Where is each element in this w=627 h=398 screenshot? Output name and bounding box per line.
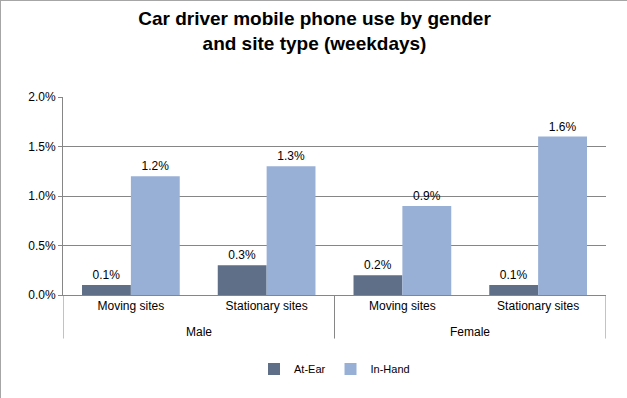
- svg-text:Male: Male: [186, 325, 212, 339]
- svg-text:Moving sites: Moving sites: [369, 299, 436, 313]
- svg-text:0.2%: 0.2%: [364, 258, 392, 272]
- svg-text:Stationary sites: Stationary sites: [226, 299, 308, 313]
- svg-text:2.0%: 2.0%: [28, 90, 56, 104]
- svg-text:1.5%: 1.5%: [28, 140, 56, 154]
- svg-text:1.6%: 1.6%: [549, 120, 577, 134]
- svg-text:At-Ear: At-Ear: [294, 363, 326, 375]
- svg-text:0.0%: 0.0%: [28, 288, 56, 302]
- svg-text:0.9%: 0.9%: [413, 189, 441, 203]
- svg-text:0.1%: 0.1%: [500, 268, 528, 282]
- svg-text:0.1%: 0.1%: [93, 268, 121, 282]
- svg-text:0.3%: 0.3%: [228, 248, 256, 262]
- svg-text:Stationary sites: Stationary sites: [497, 299, 579, 313]
- svg-text:Female: Female: [450, 325, 490, 339]
- svg-text:Moving sites: Moving sites: [98, 299, 165, 313]
- svg-text:0.5%: 0.5%: [28, 239, 56, 253]
- svg-text:In-Hand: In-Hand: [371, 363, 410, 375]
- svg-text:1.2%: 1.2%: [141, 159, 169, 173]
- svg-text:1.0%: 1.0%: [28, 189, 56, 203]
- svg-text:1.3%: 1.3%: [277, 149, 305, 163]
- svg-text:Car driver mobile phone use by: Car driver mobile phone use by genderand…: [138, 8, 491, 54]
